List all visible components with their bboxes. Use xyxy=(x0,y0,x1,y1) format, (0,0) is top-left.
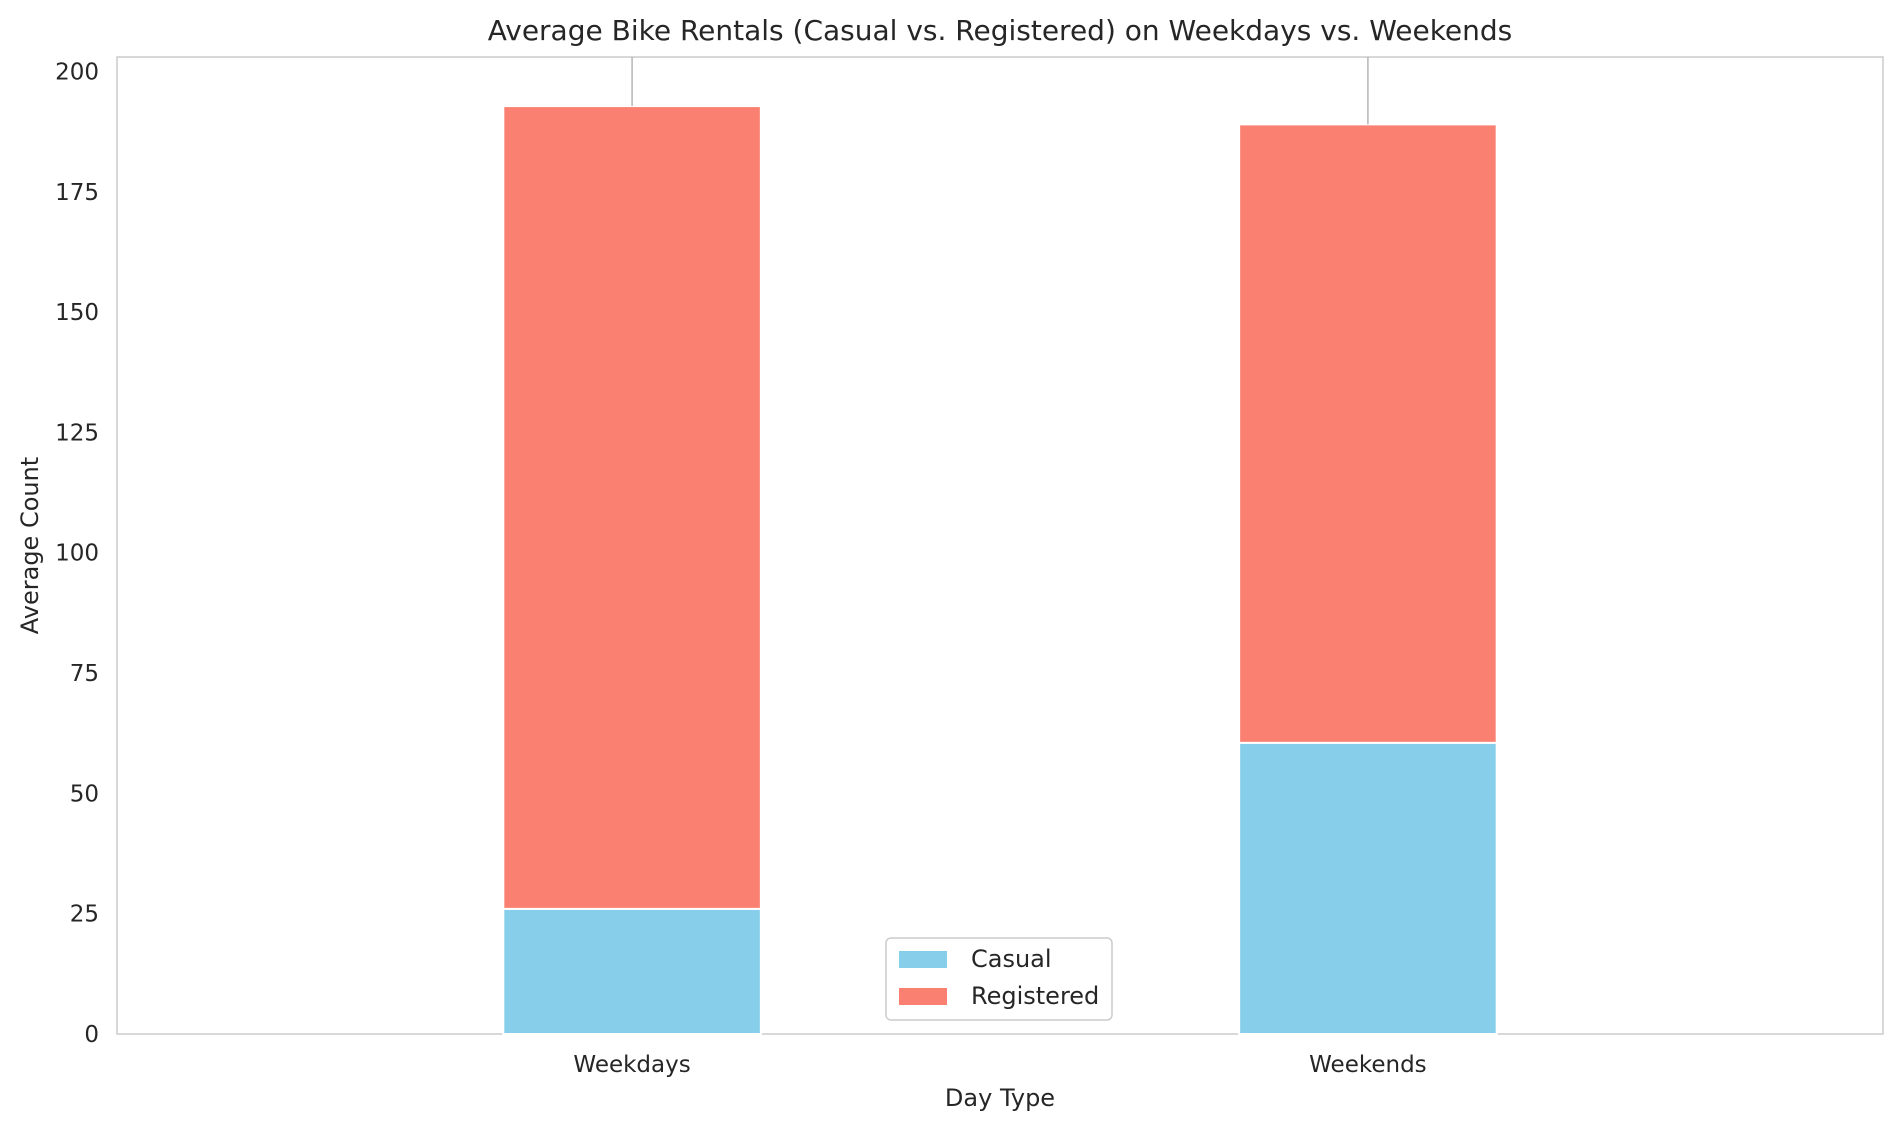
legend-swatch-registered xyxy=(899,988,947,1005)
legend-swatch-casual xyxy=(899,951,947,968)
y-tick-label: 175 xyxy=(55,180,99,206)
x-tick-label: Weekdays xyxy=(573,1052,690,1078)
bar-registered-weekends xyxy=(1238,123,1498,744)
y-tick-label: 100 xyxy=(55,541,99,567)
x-axis-label: Day Type xyxy=(945,1084,1055,1112)
x-axis: Weekdays Weekends xyxy=(573,1052,1426,1078)
y-tick-label: 75 xyxy=(70,661,99,687)
bar-casual-weekends xyxy=(1238,741,1498,1035)
chart-title: Average Bike Rentals (Casual vs. Registe… xyxy=(488,14,1513,47)
y-tick-label: 200 xyxy=(55,59,99,85)
x-tick-label: Weekends xyxy=(1309,1052,1427,1078)
y-tick-label: 150 xyxy=(55,300,99,326)
y-tick-label: 25 xyxy=(70,902,99,928)
y-tick-label: 125 xyxy=(55,420,99,446)
chart-marks xyxy=(502,57,1498,1036)
y-axis: 0 25 50 75 100 125 150 175 200 xyxy=(55,59,99,1048)
legend: Casual Registered xyxy=(885,937,1113,1021)
plot-area xyxy=(116,56,1884,1035)
y-axis-label: Average Count xyxy=(16,457,44,634)
y-tick-label: 50 xyxy=(70,781,99,807)
legend-label-casual: Casual xyxy=(971,945,1052,973)
bar-registered-weekdays xyxy=(502,105,762,910)
legend-label-registered: Registered xyxy=(971,982,1099,1010)
y-tick-label: 0 xyxy=(84,1022,99,1048)
bar-casual-weekdays xyxy=(502,907,762,1036)
